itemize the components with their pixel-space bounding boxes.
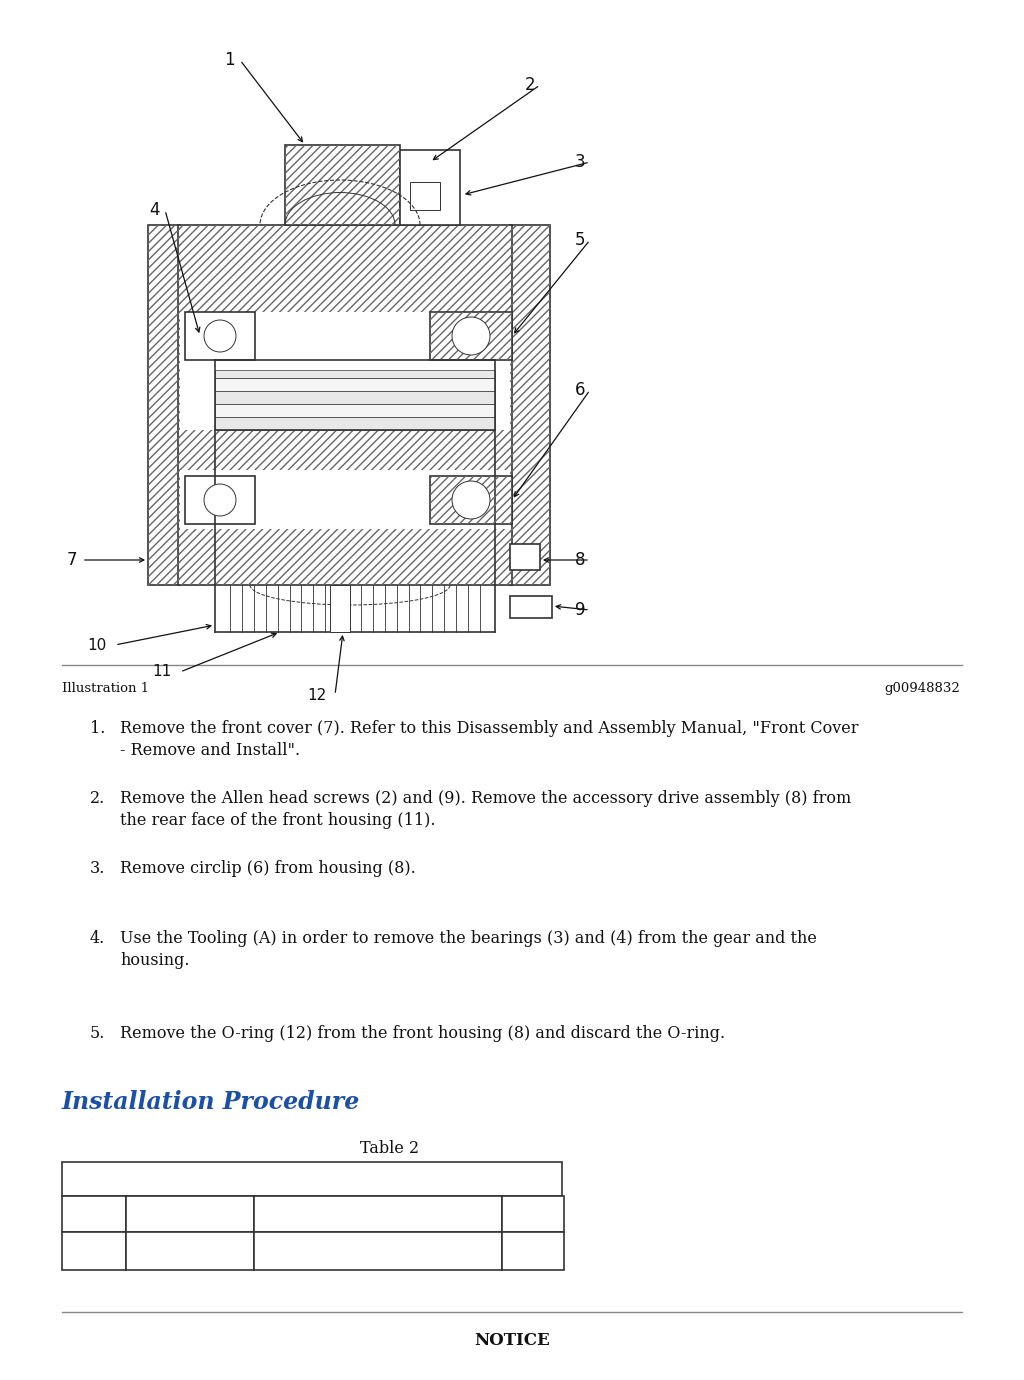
Text: Remove circlip (6) from housing (8).: Remove circlip (6) from housing (8). (120, 860, 416, 878)
Bar (178, 225, 512, 585)
Text: 3: 3 (574, 153, 585, 171)
Text: Table 2: Table 2 (359, 1140, 419, 1156)
Bar (430, 476, 512, 524)
Bar (178, 225, 512, 312)
Bar (178, 431, 512, 471)
Text: Part Description: Part Description (304, 1206, 452, 1223)
Text: 4.: 4. (90, 930, 105, 947)
Bar (430, 312, 512, 360)
Bar (285, 145, 400, 225)
Text: 2: 2 (524, 76, 535, 94)
Text: Remove the O-ring (12) from the front housing (8) and discard the O-ring.: Remove the O-ring (12) from the front ho… (120, 1025, 725, 1042)
Text: 8: 8 (574, 551, 585, 569)
Bar (62, 1196, 126, 1232)
Text: Illustration 1: Illustration 1 (62, 682, 150, 696)
Text: Part Number: Part Number (132, 1206, 248, 1223)
Text: Use the Tooling (A) in order to remove the bearings (3) and (4) from the gear an: Use the Tooling (A) in order to remove t… (120, 930, 817, 969)
Bar (215, 404, 495, 417)
Bar (126, 1232, 254, 1270)
Bar (148, 225, 180, 585)
Bar (185, 312, 255, 360)
Bar (510, 225, 550, 585)
Bar (148, 225, 180, 585)
Bar (330, 585, 350, 632)
Text: 3.: 3. (90, 860, 105, 878)
Text: 5: 5 (574, 230, 585, 248)
Bar (342, 145, 400, 225)
Bar (400, 150, 460, 225)
Bar (410, 182, 440, 210)
Text: 2.: 2. (90, 789, 105, 807)
Bar (185, 476, 255, 524)
Bar (215, 417, 495, 431)
Bar (126, 1196, 254, 1232)
Text: Installation Procedure: Installation Procedure (62, 1090, 360, 1114)
Text: 1: 1 (528, 1242, 539, 1260)
Text: 1: 1 (224, 51, 234, 69)
Text: NOTICE: NOTICE (474, 1332, 550, 1350)
Text: 9: 9 (574, 602, 585, 620)
Text: Tool: Tool (76, 1206, 113, 1223)
Text: B: B (87, 1242, 100, 1260)
Circle shape (452, 317, 490, 355)
Bar (178, 529, 512, 585)
Circle shape (452, 482, 490, 519)
Bar (502, 1196, 564, 1232)
Text: Remove the Allen head screws (2) and (9). Remove the accessory drive assembly (8: Remove the Allen head screws (2) and (9)… (120, 789, 851, 829)
Bar (510, 596, 552, 618)
Bar (430, 476, 512, 524)
Bar (285, 145, 342, 225)
Text: Remove the front cover (7). Refer to this Disassembly and Assembly Manual, "Fron: Remove the front cover (7). Refer to thi… (120, 720, 858, 759)
Bar (215, 370, 495, 378)
Bar (510, 544, 540, 570)
Text: Qty: Qty (518, 1206, 548, 1223)
Bar (430, 312, 512, 360)
Bar (254, 1232, 502, 1270)
Bar (62, 1162, 562, 1196)
Text: 4: 4 (150, 201, 160, 219)
Text: 7M-7456: 7M-7456 (154, 1242, 226, 1260)
Bar (502, 1232, 564, 1270)
Text: 7: 7 (67, 551, 77, 569)
Bar (62, 1232, 126, 1270)
Bar (215, 391, 495, 404)
Text: 5.: 5. (90, 1025, 105, 1042)
Text: Bearing Mount Compound: Bearing Mount Compound (270, 1242, 485, 1260)
Text: 12: 12 (308, 687, 327, 702)
Circle shape (204, 484, 236, 516)
Circle shape (204, 320, 236, 352)
Bar (510, 225, 550, 585)
Text: 6: 6 (574, 381, 585, 399)
Text: Required Tools: Required Tools (245, 1170, 379, 1188)
Text: 10: 10 (88, 638, 106, 653)
Text: 1.: 1. (90, 720, 105, 737)
Bar (215, 378, 495, 391)
Text: g00948832: g00948832 (885, 682, 961, 696)
Bar (254, 1196, 502, 1232)
Text: 11: 11 (153, 665, 172, 679)
